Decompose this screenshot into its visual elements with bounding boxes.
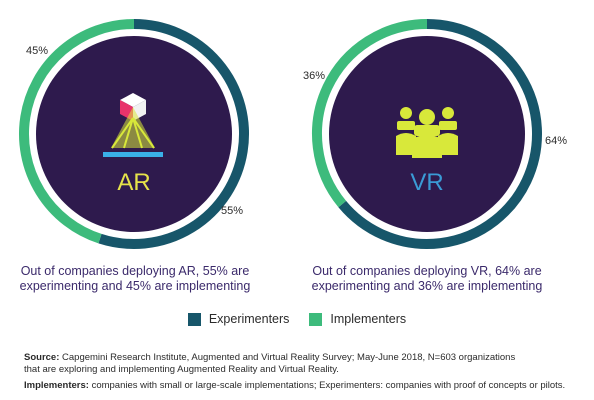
vr-caption-line-1: Out of companies deploying VR, 64% are [312,264,542,278]
ar-caption-line-1: Out of companies deploying AR, 55% are [20,264,250,278]
legend-swatch-experimenters [187,312,201,326]
vr-caption-line-2: experimenting and 36% are implementing [311,279,543,293]
legend-label-experimenters: Experimenters [208,312,290,326]
ar-center-label: AR [117,169,150,196]
vr-experimenters-value-label: 64% [545,135,567,147]
source-note-label: Source: [24,352,60,363]
source-note-text: Capgemini Research Institute, Augmented … [59,352,516,363]
source-note: Source: Capgemini Research Institute, Au… [24,352,584,376]
ar-caption: Out of companies deploying AR, 55% are e… [0,264,270,294]
legend-label-implementers: Implementers [330,312,407,326]
vr-headset-group-icon [396,107,458,158]
ar-caption-line-2: experimenting and 45% are implementing [19,279,251,293]
vr-center-label: VR [410,169,443,196]
footnotes: Source: Capgemini Research Institute, Au… [24,352,584,396]
ar-implementers-segment [19,19,135,244]
legend: Experimenters Implementers [0,312,594,326]
legend-item-implementers: Implementers [309,312,406,326]
legend-swatch-implementers [309,312,323,326]
definitions-note-text: companies with small or large-scale impl… [88,380,566,391]
ar-experimenters-segment [98,19,249,249]
definitions-note: Implementers: companies with small or la… [24,380,584,392]
ar-implementers-value-label: 45% [26,45,48,57]
vr-experimenters-segment [338,19,542,249]
ar-hologram-icon [103,93,163,157]
vr-caption: Out of companies deploying VR, 64% are e… [292,264,562,294]
source-note-text-2: that are exploring and implementing Augm… [24,364,339,375]
definitions-note-label: Implementers: [24,380,89,391]
ar-donut-chart: AR 55% 45% [19,19,249,249]
vr-implementers-value-label: 36% [303,70,325,82]
vr-implementers-segment [312,19,428,208]
ar-experimenters-value-label: 55% [221,205,243,217]
vr-donut-chart: VR 64% 36% [303,19,567,249]
legend-item-experimenters: Experimenters [187,312,290,326]
